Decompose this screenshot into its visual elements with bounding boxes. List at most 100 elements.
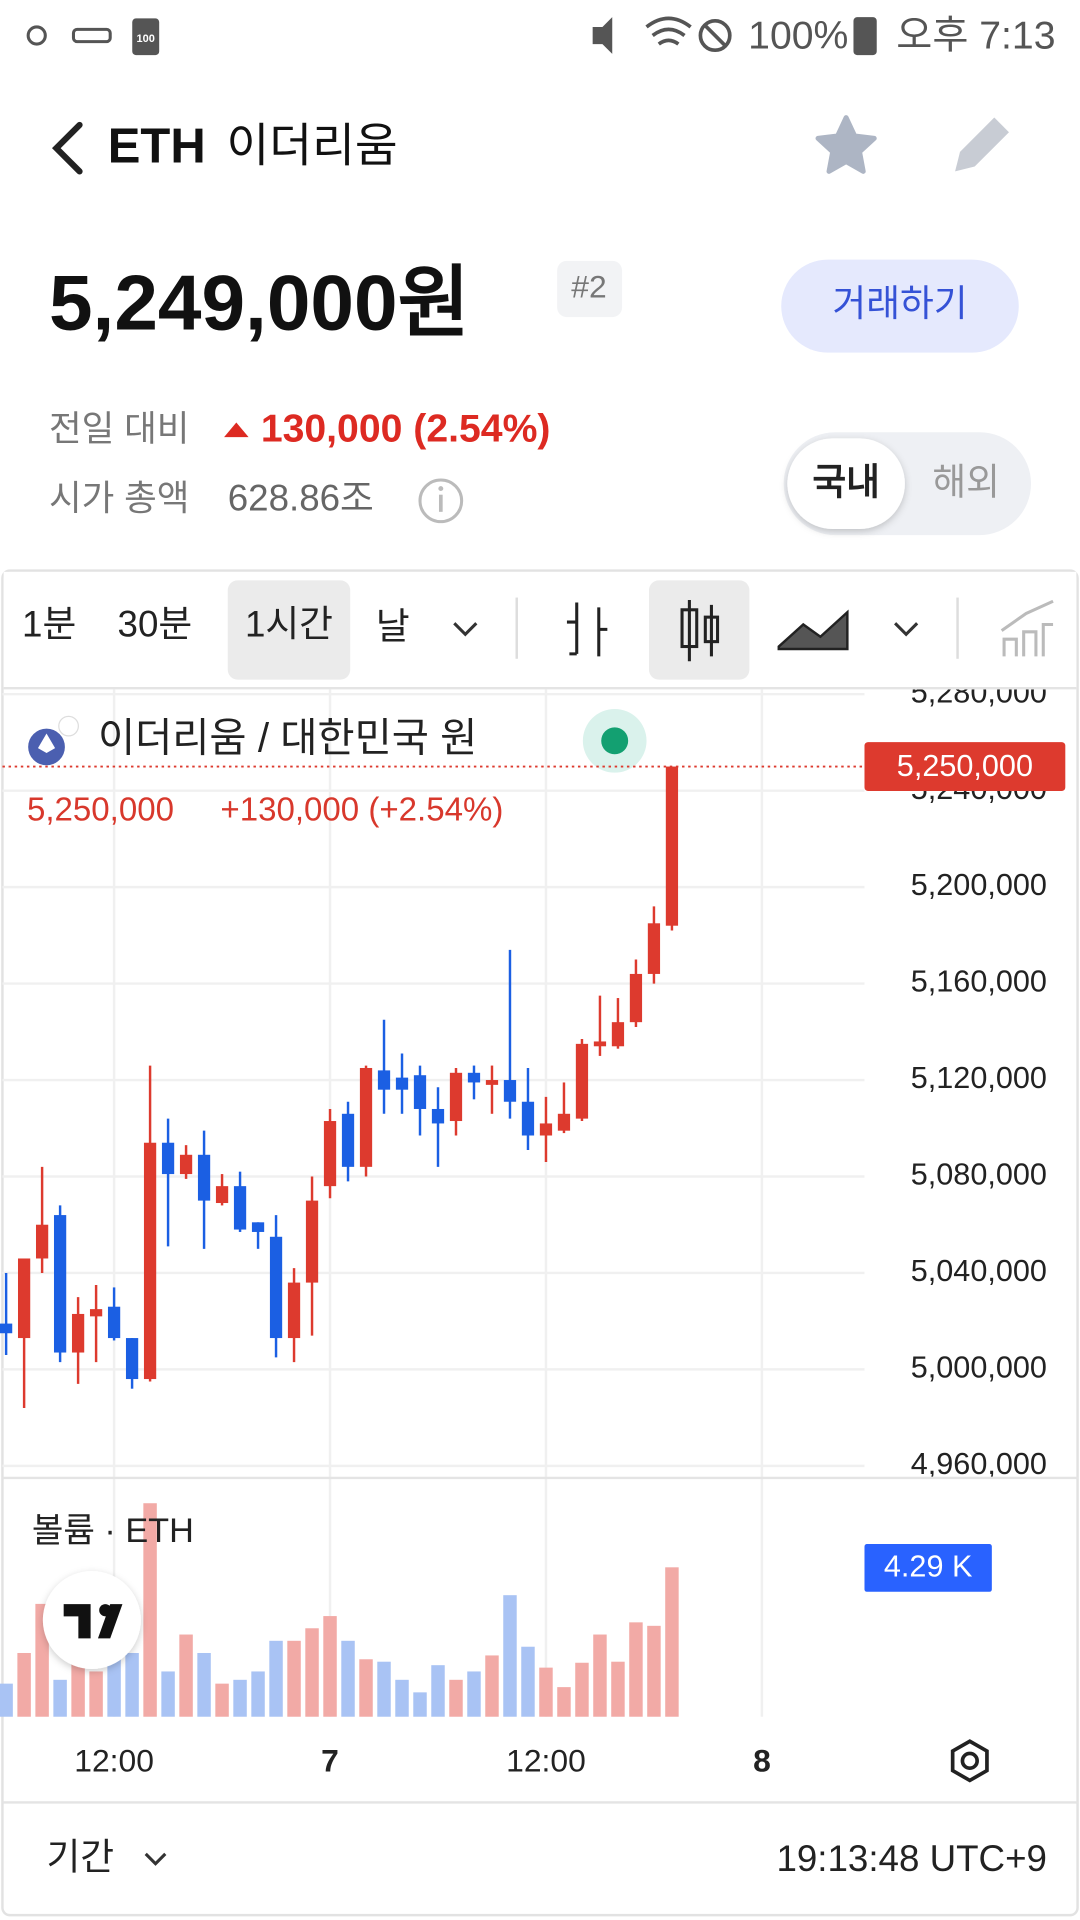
- style-dropdown[interactable]: [894, 622, 919, 637]
- candle-body: [359, 1067, 373, 1167]
- clock: 오후 7:13: [896, 14, 1055, 57]
- overlays: 5,250,000 4.29 K: [2, 742, 1066, 1592]
- volume-bar: [125, 1652, 139, 1717]
- volume-bar: [53, 1679, 67, 1717]
- area-style-icon[interactable]: [777, 609, 849, 651]
- last-price-label: 5,250,000: [897, 749, 1033, 783]
- volume-bar: [413, 1692, 427, 1717]
- candle-body: [521, 1101, 535, 1136]
- volume-title: 볼륨 · ETH: [32, 1512, 194, 1550]
- chart-title: 이더리움 / 대한민국 원: [98, 714, 477, 760]
- favorite-star[interactable]: [815, 115, 877, 174]
- volume-bar: [449, 1679, 463, 1717]
- change-label: 전일 대비: [49, 408, 190, 448]
- krw-flag-icon: [58, 715, 79, 737]
- edit-button[interactable]: [955, 117, 1009, 172]
- volume-bar: [197, 1652, 211, 1717]
- volume-bar: [431, 1665, 445, 1717]
- legend-change: +130,000 (+2.54%): [220, 792, 503, 829]
- y-tick-label: 5,000,000: [911, 1351, 1047, 1385]
- candle-body: [179, 1154, 193, 1175]
- candle-style-icon: [703, 615, 720, 644]
- volume-pane: [0, 1503, 679, 1717]
- candle-body: [557, 1113, 571, 1131]
- y-tick-label: 5,120,000: [911, 1061, 1047, 1095]
- candle-body: [647, 923, 661, 974]
- volume-bar: [233, 1679, 247, 1717]
- candle-body: [395, 1077, 409, 1090]
- tradingview-logo[interactable]: [42, 1571, 141, 1669]
- candle-body: [629, 973, 643, 1023]
- bar-style-icon[interactable]: [566, 602, 608, 657]
- rank: #2: [571, 268, 606, 304]
- volume-bar: [17, 1652, 31, 1717]
- candle-body: [269, 1236, 283, 1339]
- y-tick-label: 5,080,000: [911, 1158, 1047, 1192]
- candle-body: [143, 1142, 157, 1380]
- wifi-icon: [645, 16, 692, 46]
- battery-percent: 100%: [748, 14, 848, 57]
- volume-bar: [269, 1640, 283, 1717]
- info-icon[interactable]: [418, 478, 464, 524]
- candle-body: [161, 1142, 175, 1175]
- candle-body: [107, 1306, 121, 1339]
- compare-icon[interactable]: [1000, 599, 1054, 657]
- candle-body: [467, 1072, 481, 1083]
- y-tick-label: 5,280,000: [911, 675, 1047, 709]
- trade-button[interactable]: [781, 259, 1019, 353]
- range-dropdown[interactable]: [144, 1852, 167, 1866]
- interval-1h[interactable]: 1시간: [245, 604, 333, 645]
- y-tick-label: 5,040,000: [911, 1254, 1047, 1288]
- eth-icon: [37, 733, 56, 754]
- range-label[interactable]: 기간: [47, 1837, 115, 1878]
- tradingview-logo: [99, 1604, 112, 1617]
- clock-utc: 19:13:48 UTC+9: [776, 1838, 1046, 1879]
- volume-bar: [323, 1616, 337, 1717]
- candle-style-icon: [680, 608, 699, 649]
- x-tick-label: 12:00: [506, 1743, 586, 1779]
- settings-button: [960, 1751, 979, 1770]
- volume-bar: [341, 1640, 355, 1717]
- mute-icon: [592, 17, 613, 54]
- rank-badge: [557, 260, 623, 318]
- back-button[interactable]: [51, 121, 83, 175]
- volume-bar: [665, 1567, 679, 1717]
- chart-card: [1, 569, 1079, 1917]
- volume-bar: [467, 1671, 481, 1717]
- toolbar: [3, 571, 1077, 689]
- volume-bar: [593, 1634, 607, 1717]
- interval-day[interactable]: 날: [376, 606, 410, 647]
- x-tick-label: 7: [321, 1743, 339, 1779]
- volume-bar: [287, 1640, 301, 1717]
- interval-30m[interactable]: 30분: [118, 604, 193, 645]
- candle-body: [413, 1075, 427, 1109]
- volume-bar: [575, 1662, 589, 1717]
- last-price-box: [864, 742, 1066, 792]
- y-tick-label: 4,960,000: [911, 1447, 1047, 1481]
- toggle-overseas[interactable]: 해외: [932, 462, 1000, 503]
- interval-1m[interactable]: 1분: [22, 604, 76, 645]
- coin-symbol: ETH: [108, 119, 206, 173]
- interval-dropdown[interactable]: [453, 622, 478, 637]
- volume-bar: [143, 1503, 157, 1717]
- settings-button[interactable]: [950, 1739, 989, 1783]
- battery-icon: [132, 18, 160, 56]
- volume-bar: [395, 1679, 409, 1717]
- status-icon: [26, 25, 47, 46]
- volume-bar: [557, 1687, 571, 1717]
- x-tick-label: 12:00: [74, 1743, 154, 1779]
- candle-body: [341, 1113, 355, 1167]
- volume-bar: [485, 1655, 499, 1717]
- dnd-icon: [698, 18, 732, 53]
- change-value: 130,000 (2.54%): [261, 407, 551, 450]
- legend-last: 5,250,000: [27, 792, 174, 829]
- candle-body: [233, 1186, 247, 1230]
- candle-body: [17, 1258, 31, 1339]
- toggle-domestic[interactable]: 국내: [812, 462, 880, 503]
- candle-body: [197, 1154, 211, 1201]
- candle-body: [539, 1123, 553, 1136]
- x-tick-label: 8: [753, 1743, 771, 1779]
- volume-bar: [503, 1595, 517, 1717]
- trade-button-label[interactable]: 거래하기: [832, 283, 967, 324]
